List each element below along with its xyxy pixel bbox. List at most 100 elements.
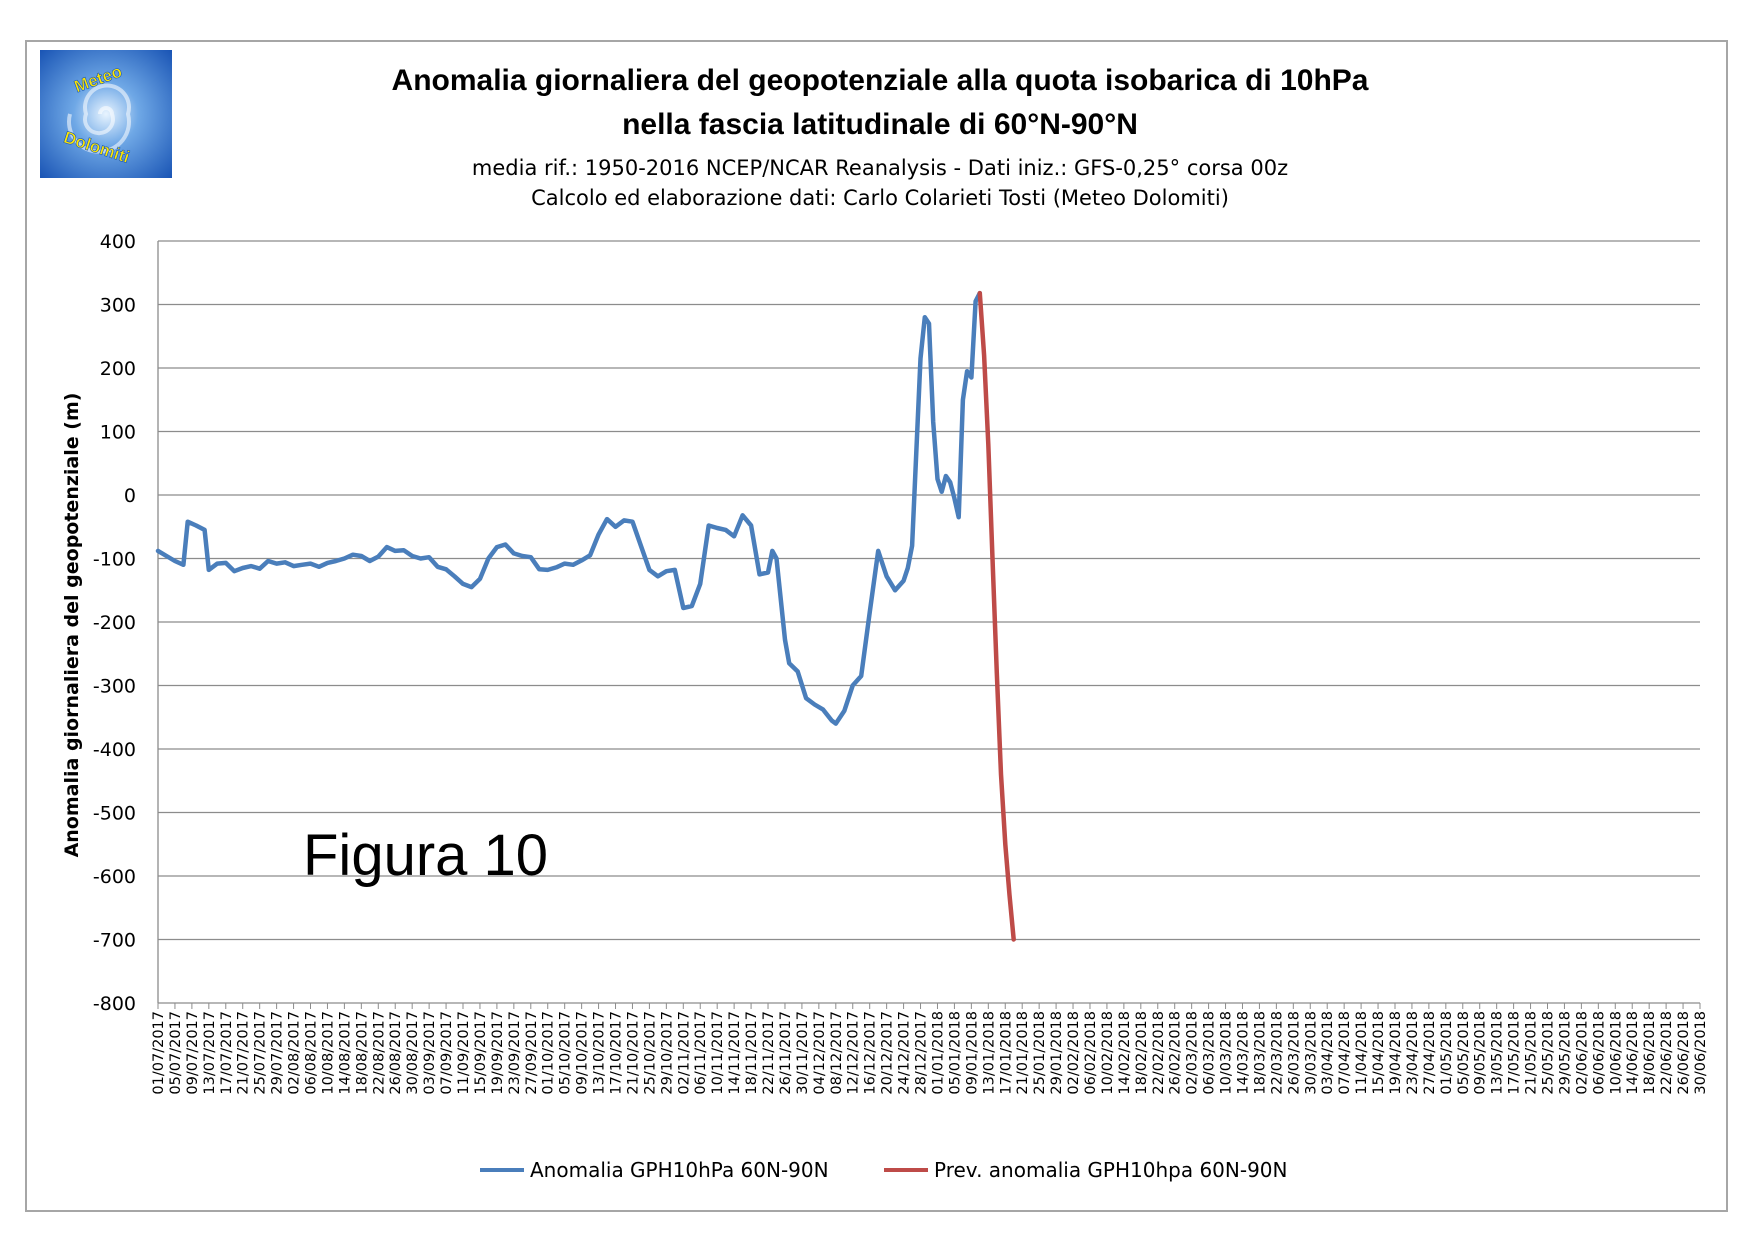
x-tick-label: 19/09/2017 [490, 1011, 506, 1095]
x-tick-label: 26/03/2018 [1286, 1011, 1302, 1095]
x-tick-label: 06/11/2017 [693, 1011, 709, 1095]
series-line-observed [155, 290, 983, 726]
x-tick-label: 18/02/2018 [1134, 1011, 1150, 1095]
series-line-forecast [977, 290, 1016, 942]
x-tick-label: 29/07/2017 [270, 1011, 286, 1095]
chart-title-line1: Anomalia giornaliera del geopotenziale a… [391, 64, 1369, 97]
x-tick-label: 22/03/2018 [1269, 1011, 1285, 1095]
x-tick-label: 23/04/2018 [1405, 1011, 1421, 1095]
chart-subtitle-line2: Calcolo ed elaborazione dati: Carlo Cola… [531, 186, 1229, 210]
x-tick-label: 03/09/2017 [422, 1011, 438, 1095]
x-tick-label: 06/02/2018 [1083, 1011, 1099, 1095]
x-tick-label: 04/12/2017 [812, 1011, 828, 1095]
x-tick-label: 02/11/2017 [676, 1011, 692, 1095]
x-tick-label: 05/07/2017 [168, 1011, 184, 1095]
x-tick-label: 26/02/2018 [1168, 1011, 1184, 1095]
legend-label-forecast: Prev. anomalia GPH10hpa 60N-90N [934, 1158, 1288, 1182]
x-tick-label: 05/05/2018 [1456, 1011, 1472, 1095]
x-tick-label: 17/07/2017 [219, 1011, 235, 1095]
x-tick-label: 06/03/2018 [1202, 1011, 1218, 1095]
x-tick-label: 29/01/2018 [1049, 1011, 1065, 1095]
y-tick-label: -500 [93, 803, 136, 825]
x-tick-label: 06/08/2017 [304, 1011, 320, 1095]
y-tick-label: -300 [93, 676, 136, 698]
x-tick-label: 25/07/2017 [253, 1011, 269, 1095]
x-tick-label: 16/12/2017 [863, 1011, 879, 1095]
y-tick-label: 0 [124, 485, 136, 507]
y-tick-label: -800 [93, 993, 136, 1015]
x-tick-label: 26/06/2018 [1676, 1011, 1692, 1095]
x-tick-label: 21/05/2018 [1524, 1011, 1540, 1095]
x-tick-label: 19/04/2018 [1388, 1011, 1404, 1095]
meteo-dolomiti-logo: Meteo Dolomiti [40, 50, 172, 178]
x-tick-label: 05/01/2018 [947, 1011, 963, 1095]
chart-title-line2: nella fascia latitudinale di 60°N-90°N [622, 108, 1138, 141]
x-tick-label: 14/08/2017 [337, 1011, 353, 1095]
legend-label-observed: Anomalia GPH10hPa 60N-90N [530, 1158, 829, 1182]
x-tick-label: 27/09/2017 [524, 1011, 540, 1095]
x-tick-label: 06/06/2018 [1591, 1011, 1607, 1095]
x-tick-label: 15/09/2017 [473, 1011, 489, 1095]
x-tick-label: 13/07/2017 [202, 1011, 218, 1095]
x-tick-label: 02/03/2018 [1185, 1011, 1201, 1095]
x-tick-label: 01/10/2017 [541, 1011, 557, 1095]
x-tick-label: 10/06/2018 [1608, 1011, 1624, 1095]
x-tick-label: 17/01/2018 [998, 1011, 1014, 1095]
x-tick-label: 13/01/2018 [981, 1011, 997, 1095]
x-tick-label: 14/06/2018 [1625, 1011, 1641, 1095]
x-tick-label: 11/04/2018 [1354, 1011, 1370, 1095]
x-tick-label: 15/04/2018 [1371, 1011, 1387, 1095]
x-tick-label: 01/07/2017 [151, 1011, 167, 1095]
y-tick-label: -100 [93, 549, 136, 571]
x-tick-label: 18/08/2017 [354, 1011, 370, 1095]
x-tick-label: 21/01/2018 [1015, 1011, 1031, 1095]
x-tick-label: 10/02/2018 [1100, 1011, 1116, 1095]
y-tick-label: 300 [100, 295, 136, 317]
x-tick-label: 30/03/2018 [1303, 1011, 1319, 1095]
x-tick-label: 25/05/2018 [1540, 1011, 1556, 1095]
x-tick-label: 01/01/2018 [930, 1011, 946, 1095]
x-tick-label: 09/10/2017 [575, 1011, 591, 1095]
x-tick-label: 27/04/2018 [1422, 1011, 1438, 1095]
x-tick-label: 28/12/2017 [914, 1011, 930, 1095]
x-tick-label: 13/05/2018 [1490, 1011, 1506, 1095]
x-tick-label: 30/06/2018 [1693, 1011, 1709, 1095]
x-tick-label: 18/03/2018 [1252, 1011, 1268, 1095]
x-tick-label: 09/05/2018 [1473, 1011, 1489, 1095]
x-tick-label: 22/02/2018 [1151, 1011, 1167, 1095]
x-tick-label: 23/09/2017 [507, 1011, 523, 1095]
y-tick-label: -700 [93, 930, 136, 952]
y-axis-ticks: 400 300 200 100 0 -100 -200 -300 -400 -500 -600 -70… [93, 231, 136, 1015]
x-tick-label: 17/05/2018 [1507, 1011, 1523, 1095]
y-tick-label: 200 [100, 358, 136, 380]
x-tick-label: 01/05/2018 [1439, 1011, 1455, 1095]
x-tick-label: 13/10/2017 [592, 1011, 608, 1095]
x-tick-label: 22/11/2017 [761, 1011, 777, 1095]
x-axis-ticks: 01/07/2017 05/07/2017 09/07/2017 13/07/2017… [151, 1003, 1709, 1095]
x-tick-label: 26/08/2017 [388, 1011, 404, 1095]
chart-subtitle-line1: media rif.: 1950-2016 NCEP/NCAR Reanalys… [471, 156, 1289, 180]
x-tick-label: 30/11/2017 [795, 1011, 811, 1095]
x-tick-label: 05/10/2017 [558, 1011, 574, 1095]
x-tick-label: 09/01/2018 [964, 1011, 980, 1095]
x-tick-label: 25/10/2017 [642, 1011, 658, 1095]
x-tick-label: 18/06/2018 [1642, 1011, 1658, 1095]
x-tick-label: 02/02/2018 [1066, 1011, 1082, 1095]
x-tick-label: 08/12/2017 [829, 1011, 845, 1095]
legend-swatch-observed [480, 1168, 524, 1172]
y-tick-label: 400 [100, 231, 136, 253]
chart-frame [25, 40, 1728, 1212]
x-tick-label: 14/03/2018 [1235, 1011, 1251, 1095]
x-tick-label: 24/12/2017 [897, 1011, 913, 1095]
x-tick-label: 14/11/2017 [727, 1011, 743, 1095]
x-tick-label: 03/04/2018 [1320, 1011, 1336, 1095]
x-tick-label: 11/09/2017 [456, 1011, 472, 1095]
x-tick-label: 21/07/2017 [236, 1011, 252, 1095]
figure-label: Figura 10 [303, 823, 549, 888]
y-tick-label: -400 [93, 739, 136, 761]
x-tick-label: 14/02/2018 [1117, 1011, 1133, 1095]
x-tick-label: 30/08/2017 [405, 1011, 421, 1095]
x-tick-label: 10/08/2017 [320, 1011, 336, 1095]
x-tick-label: 17/10/2017 [609, 1011, 625, 1095]
